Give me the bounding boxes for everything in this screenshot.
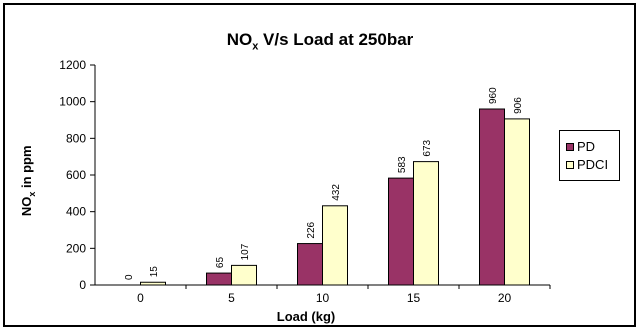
bar-pdci xyxy=(231,264,257,286)
data-label-pdci: 673 xyxy=(422,139,433,156)
chart-legend: PD PDCI xyxy=(559,130,620,181)
y-tick-label: 0 xyxy=(79,278,86,292)
y-tick-label: 400 xyxy=(66,205,86,219)
bar-pd xyxy=(388,177,414,286)
y-tick-label: 600 xyxy=(66,168,86,182)
chart-title-rest: V/s Load at 250bar xyxy=(258,30,414,49)
legend-label-pdci: PDCI xyxy=(577,157,609,172)
legend-label-pd: PD xyxy=(577,139,596,154)
x-tick-label: 20 xyxy=(498,291,512,305)
y-tick-label: 200 xyxy=(66,241,86,255)
y-tick-label: 1200 xyxy=(59,58,86,72)
data-label-pdci: 432 xyxy=(331,184,342,201)
bar-pd xyxy=(479,108,505,286)
chart-title-main: NO xyxy=(226,30,253,49)
bar-pdci xyxy=(504,118,530,286)
bar-pd xyxy=(206,272,232,286)
y-tick-label: 800 xyxy=(66,131,86,145)
legend-swatch-pdci xyxy=(566,161,574,169)
x-tick-label: 5 xyxy=(228,291,235,305)
x-tick-label: 15 xyxy=(407,291,421,305)
y-tick-label: 1000 xyxy=(59,95,86,109)
x-tick-label: 10 xyxy=(316,291,330,305)
data-label-pdci: 15 xyxy=(149,266,160,278)
data-label-pd: 226 xyxy=(306,221,317,238)
x-axis-label: Load (kg) xyxy=(276,309,336,324)
chart-title: NOx V/s Load at 250bar xyxy=(150,30,490,52)
bar-pdci xyxy=(322,205,348,286)
data-label-pd: 65 xyxy=(215,257,226,269)
data-label-pd: 960 xyxy=(488,87,499,104)
chart-title-subscript: x xyxy=(252,40,259,53)
data-label-pd: 583 xyxy=(397,156,408,173)
x-tick-label: 0 xyxy=(137,291,144,305)
bar-pdci xyxy=(413,161,439,286)
data-label-pdci: 906 xyxy=(513,97,524,114)
legend-swatch-pd xyxy=(566,143,574,151)
data-label-pd: 0 xyxy=(124,274,135,280)
bar-pd xyxy=(297,243,323,286)
data-label-pdci: 107 xyxy=(240,243,251,260)
